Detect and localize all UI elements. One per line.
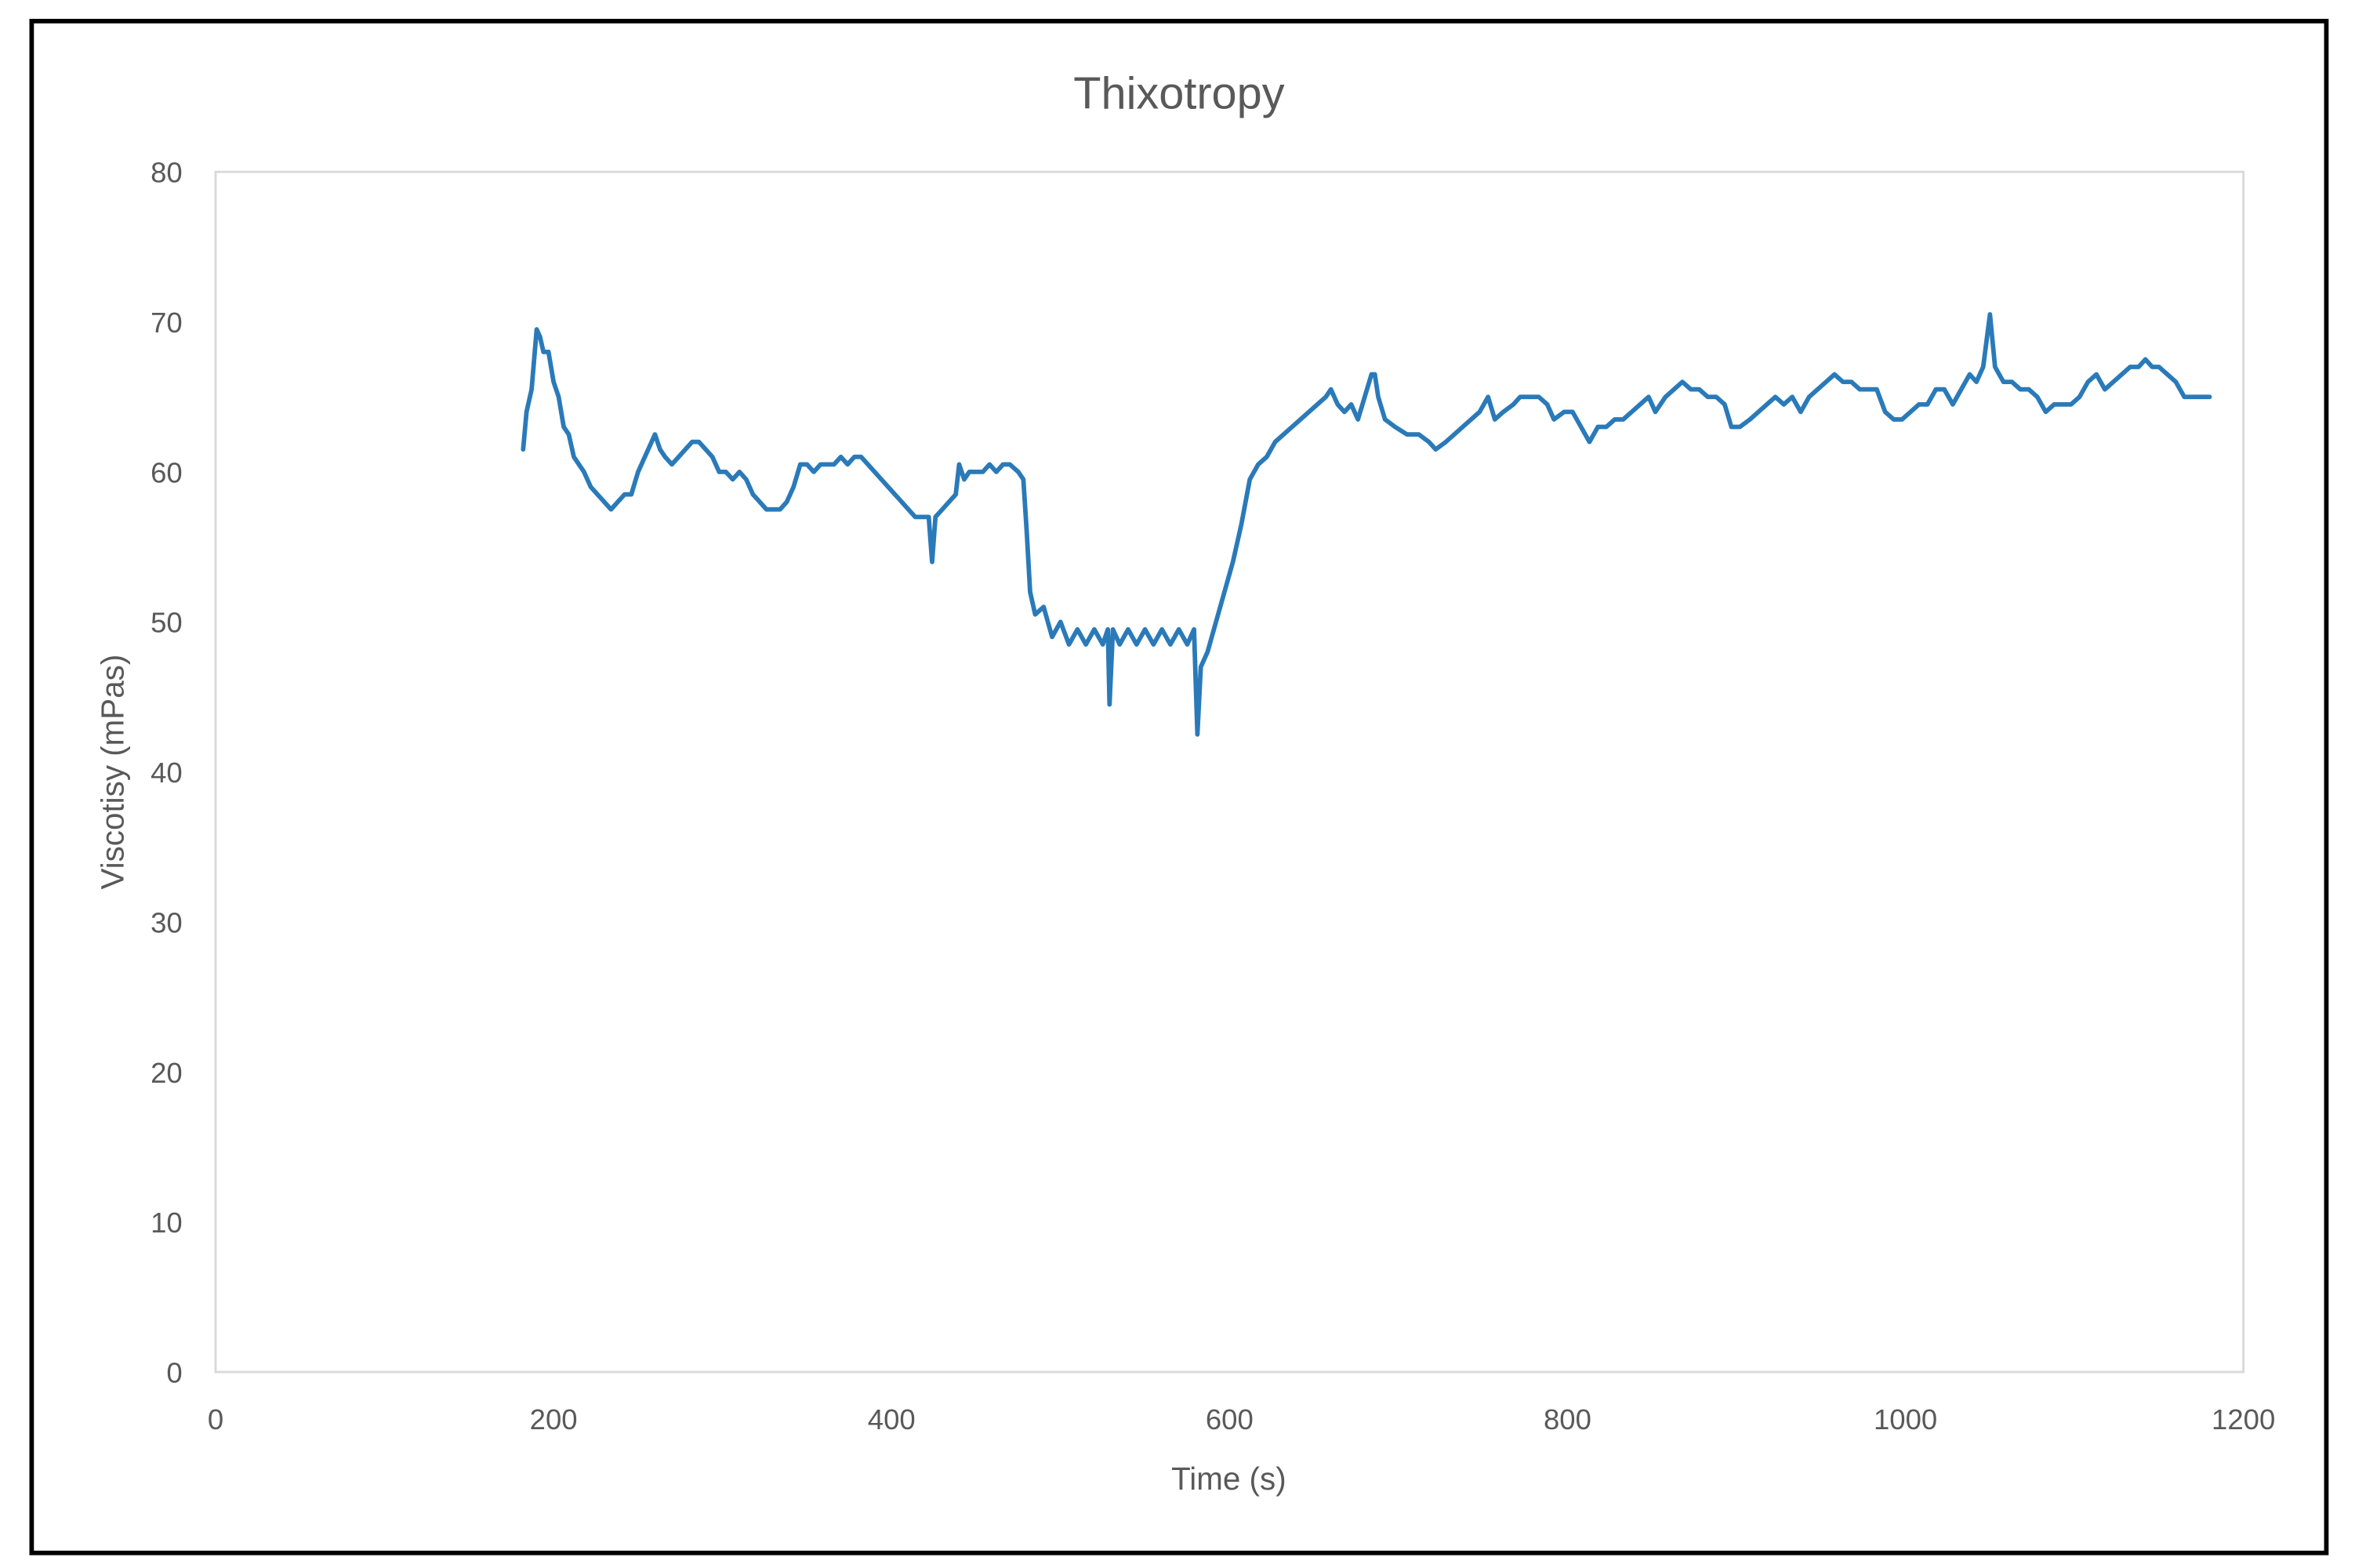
x-axis-label: Time (s): [1171, 1461, 1286, 1497]
plot-area: [214, 170, 2245, 1374]
y-axis-label: Viscotisy (mPas): [95, 655, 131, 890]
y-tick-label: 30: [151, 906, 183, 938]
y-tick-label: 50: [151, 607, 183, 639]
y-tick-label: 60: [151, 456, 183, 488]
x-tick-label: 400: [868, 1403, 916, 1436]
chart-title: Thixotropy: [1073, 68, 1284, 118]
x-tick-label: 600: [1206, 1403, 1254, 1436]
data-line: [521, 312, 2212, 737]
y-tick-label: 0: [166, 1356, 182, 1388]
y-tick-label: 80: [151, 157, 183, 189]
y-tick-label: 40: [151, 757, 183, 789]
y-tick-label: 10: [151, 1207, 183, 1239]
y-tick-label: 20: [151, 1057, 183, 1089]
x-tick-label: 1000: [1874, 1403, 1937, 1436]
x-tick-label: 0: [208, 1403, 223, 1436]
x-tick-label: 800: [1544, 1403, 1591, 1436]
chart-frame: [29, 19, 2329, 1555]
x-tick-label: 1200: [2212, 1403, 2275, 1436]
y-tick-label: 70: [151, 307, 183, 339]
x-tick-label: 200: [530, 1403, 578, 1436]
